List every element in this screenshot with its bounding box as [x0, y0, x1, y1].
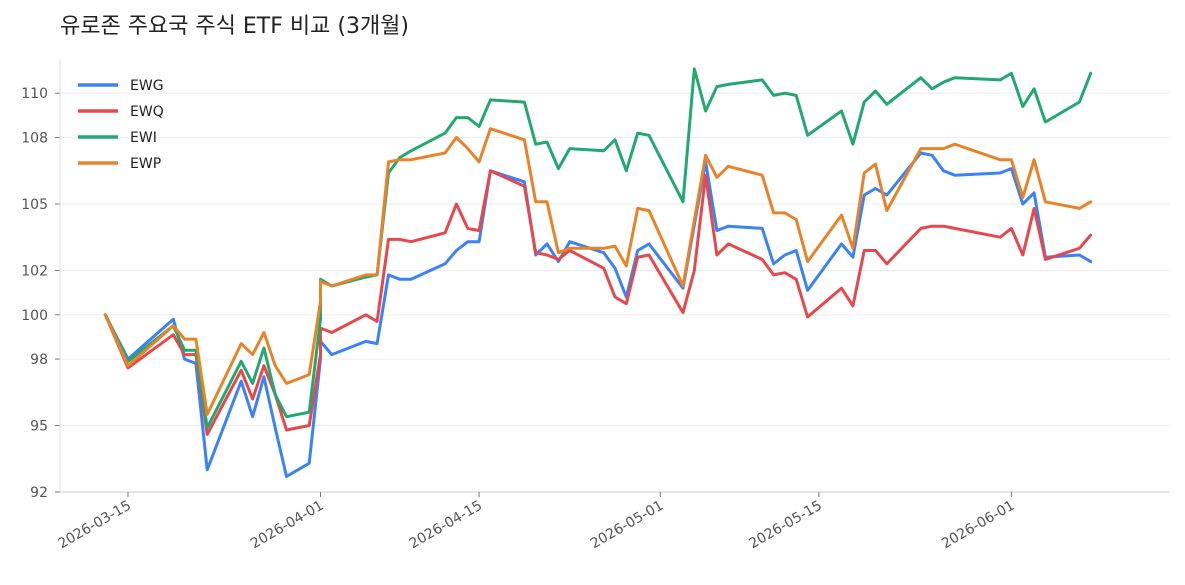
legend-label-ewq: EWQ	[130, 104, 164, 120]
legend-label-ewi: EWI	[130, 130, 157, 146]
x-tick-label: 2026-04-15	[407, 498, 485, 553]
chart-title: 유로존 주요국 주식 ETF 비교 (3개월)	[60, 14, 410, 39]
series-line-ewi	[103, 67, 1093, 430]
y-tick-label: 110	[21, 86, 48, 102]
legend-label-ewp: EWP	[130, 156, 161, 172]
x-tick-label: 2026-03-15	[55, 498, 133, 553]
x-tick-label: 2026-05-15	[746, 498, 824, 553]
legend-label-ewg: EWG	[130, 78, 164, 94]
y-tick-label: 95	[30, 419, 48, 435]
series-line-ewp	[103, 127, 1093, 416]
y-tick-label: 100	[21, 308, 48, 324]
x-tick-label: 2026-06-01	[939, 498, 1017, 553]
x-tick-label: 2026-04-01	[248, 498, 326, 553]
axes: 92 95 98 100 102 105 108 110 2026-03-15 2026-04-0…	[21, 60, 1170, 552]
y-tick-label: 105	[21, 197, 48, 213]
y-tick-label: 102	[21, 263, 48, 279]
series-line-ewq	[103, 169, 1093, 436]
y-tick-label: 98	[30, 352, 48, 368]
x-tick-label: 2026-05-01	[588, 498, 666, 553]
grid	[60, 92, 1170, 493]
series-lines	[103, 67, 1093, 478]
y-tick-label: 92	[30, 485, 48, 501]
y-tick-label: 108	[21, 131, 48, 147]
legend: EWG EWQ EWI EWP	[78, 78, 164, 172]
